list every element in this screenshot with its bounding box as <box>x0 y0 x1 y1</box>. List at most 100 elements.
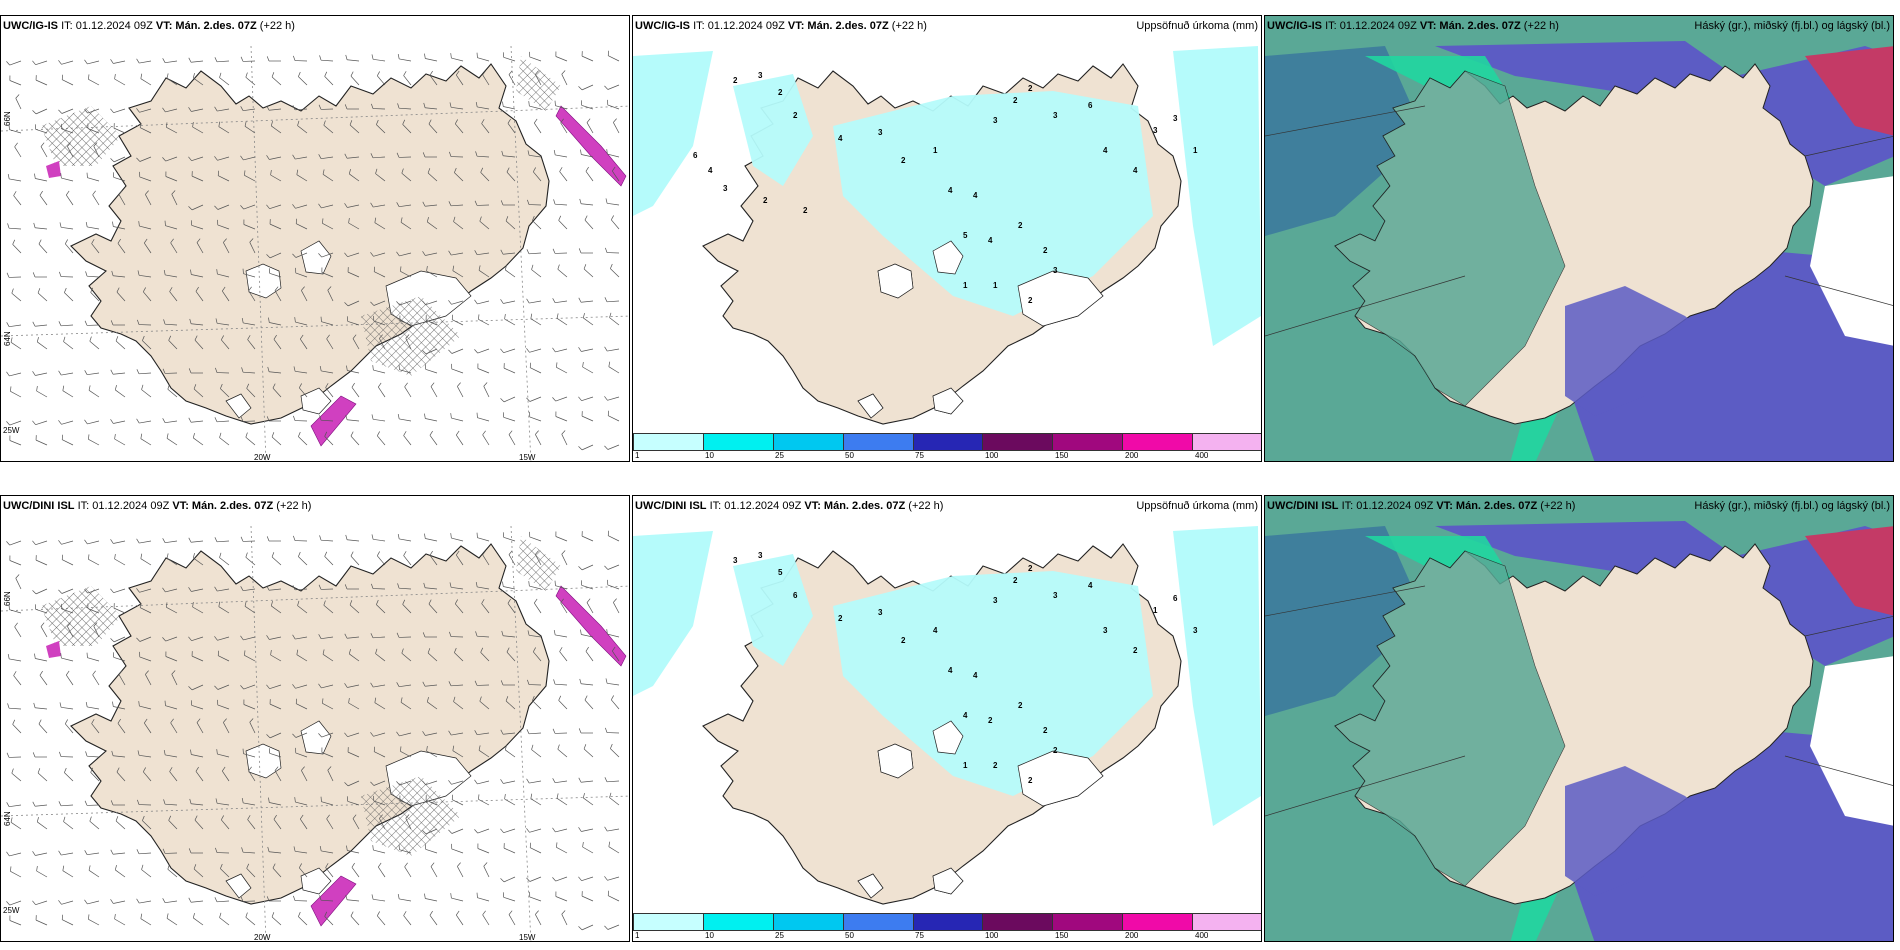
wind-barb <box>323 120 334 134</box>
wind-barb <box>301 286 308 302</box>
wind-barb <box>428 119 438 134</box>
wind-barb <box>162 587 178 593</box>
wind-barb <box>245 912 256 926</box>
wind-barb <box>476 412 490 422</box>
wind-barb <box>318 732 334 738</box>
precip-map <box>633 526 1261 905</box>
colorbar-tick: 400 <box>1195 931 1209 940</box>
glacier <box>1017 270 1104 327</box>
wind-barb <box>474 828 490 834</box>
precip-title: Uppsöfnuð úrkoma (mm) <box>1136 20 1258 32</box>
wind-barb <box>560 118 568 134</box>
wind-barb <box>188 636 204 642</box>
wind-barb <box>448 300 464 305</box>
wind-barb <box>319 895 334 902</box>
wind-barb <box>529 411 542 422</box>
wind-barb <box>554 580 568 590</box>
wind-barb <box>529 51 542 62</box>
wind-barb <box>371 894 386 902</box>
precip-value: 2 <box>1028 296 1033 305</box>
wind-barb <box>344 153 360 159</box>
wind-barb <box>422 348 438 355</box>
wind-barb <box>7 703 22 710</box>
wind-barb <box>606 629 620 638</box>
wind-barb <box>117 718 126 734</box>
wind-barb <box>38 719 48 734</box>
wind-barb <box>196 718 204 734</box>
precip-value: 4 <box>1103 146 1108 155</box>
wind-barb <box>114 74 126 86</box>
wind-barb <box>345 894 360 902</box>
wind-barb <box>377 382 386 398</box>
wind-barb <box>504 794 516 806</box>
wind-barb <box>398 364 412 374</box>
precip-panel-igis: UWC/IG-IS IT: 01.12.2024 09Z VT: Mán. 2.… <box>632 15 1262 462</box>
heavy-precip-band <box>555 585 627 667</box>
wind-barb <box>63 336 74 350</box>
wind-barb <box>502 101 516 110</box>
wind-barb <box>376 911 386 926</box>
convection-hatch <box>361 296 461 376</box>
wind-barb <box>243 699 256 710</box>
wind-barb <box>190 269 204 278</box>
iceland-outline <box>70 63 550 425</box>
heavy-precip-band <box>46 161 61 178</box>
wind-barb <box>604 396 620 401</box>
precip-value: 3 <box>1053 591 1058 600</box>
wind-barb <box>84 108 100 114</box>
wind-barb <box>61 434 74 446</box>
wind-barb <box>535 70 542 86</box>
wind-barb <box>401 168 412 182</box>
wind-barb <box>298 383 308 398</box>
wind-barb <box>451 314 464 326</box>
colorbar-swatch <box>1122 913 1193 931</box>
wind-barb <box>476 892 490 902</box>
wind-barb <box>298 551 308 566</box>
wind-barb <box>298 863 308 878</box>
wind-barb <box>188 587 204 592</box>
wind-barb <box>552 347 568 353</box>
wind-barb <box>345 534 360 542</box>
wind-barb <box>58 900 74 905</box>
precip-area-light <box>633 51 713 216</box>
wind-barb <box>455 550 464 566</box>
wind-barb <box>405 814 412 830</box>
wind-barb <box>533 598 542 614</box>
wind-barb <box>324 551 334 566</box>
wind-barb <box>162 368 178 374</box>
precip-value: 2 <box>1043 246 1048 255</box>
wind-barb <box>526 729 542 735</box>
lat-label-64: 64N <box>3 811 12 826</box>
convection-hatch <box>516 536 561 591</box>
wind-barb <box>326 334 334 350</box>
wind-barb <box>60 173 74 182</box>
wind-barb <box>500 779 516 784</box>
wind-barb <box>247 335 256 350</box>
wind-barb <box>114 914 126 926</box>
wind-barb <box>578 564 594 571</box>
wind-barb <box>136 156 152 162</box>
wind-barb <box>422 681 438 687</box>
wind-barb <box>32 420 48 426</box>
convection-hatch <box>361 776 461 856</box>
wind-barb <box>585 646 594 662</box>
wind-barb <box>351 862 360 878</box>
wind-barb <box>376 551 386 566</box>
wind-barb <box>240 635 256 641</box>
wind-barb <box>502 892 516 902</box>
wind-barb <box>168 335 178 350</box>
iceland-outline <box>70 543 550 905</box>
wind-barb <box>344 683 360 688</box>
wind-barb <box>376 599 386 614</box>
wind-barb <box>505 696 516 710</box>
wind-barb <box>162 156 178 162</box>
wind-barb <box>241 317 256 326</box>
wind-barb <box>214 897 230 903</box>
wind-barb <box>448 681 464 687</box>
wind-barb <box>214 537 230 543</box>
wind-barb <box>61 554 74 566</box>
precip-value: 2 <box>778 88 783 97</box>
colorbar-tick: 1 <box>635 931 640 940</box>
wind-barb <box>219 72 230 86</box>
wind-barb <box>37 288 48 302</box>
